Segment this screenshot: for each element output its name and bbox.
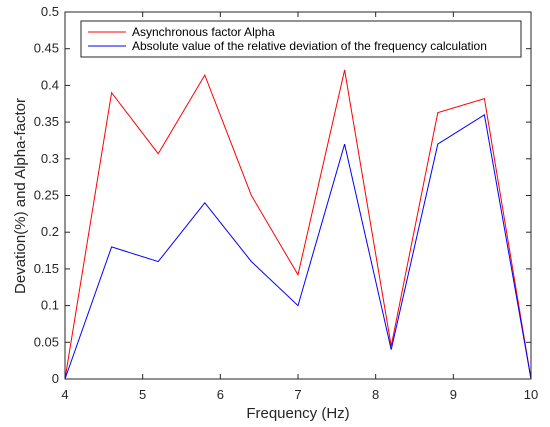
y-axis-label: Devation(%) and Alpha-factor — [12, 98, 29, 294]
y-tick-label: 0.15 — [34, 261, 59, 276]
y-tick-label: 0.3 — [41, 151, 59, 166]
y-tick-label: 0.4 — [41, 77, 59, 92]
y-tick-label: 0.2 — [41, 224, 59, 239]
x-tick-label: 6 — [217, 387, 224, 402]
ticks-layer: 4 5 6 7 8 9 10 0 0.05 0.1 0.15 0.2 0.25 0.3 0.35 0.4 0.4… — [34, 4, 539, 402]
y-tick-label: 0.35 — [34, 114, 59, 129]
legend-label-deviation: Absolute value of the relative deviation… — [132, 39, 487, 53]
legend-label-alpha: Asynchronous factor Alpha — [132, 25, 275, 39]
x-tick-label: 7 — [294, 387, 301, 402]
y-tick-label: 0.5 — [41, 4, 59, 19]
x-tick-label: 4 — [61, 387, 68, 402]
series-line-alpha — [64, 69, 532, 380]
x-tick-label: 8 — [372, 387, 379, 402]
series-line-deviation — [64, 113, 532, 380]
y-tick-label: 0.05 — [34, 334, 59, 349]
y-tick-label: 0 — [52, 371, 59, 386]
y-tick-label: 0.1 — [41, 298, 59, 313]
y-tick-label: 0.45 — [34, 41, 59, 56]
legend-box — [80, 20, 522, 58]
series-layer — [64, 69, 532, 380]
x-axis-label: Frequency (Hz) — [246, 405, 349, 422]
x-tick-label: 9 — [450, 387, 457, 402]
plot-area — [65, 12, 531, 379]
x-tick-label: 5 — [139, 387, 146, 402]
x-tick-label: 10 — [524, 387, 538, 402]
y-tick-label: 0.25 — [34, 188, 59, 203]
legend: Asynchronous factor Alpha Absolute value… — [80, 20, 522, 58]
